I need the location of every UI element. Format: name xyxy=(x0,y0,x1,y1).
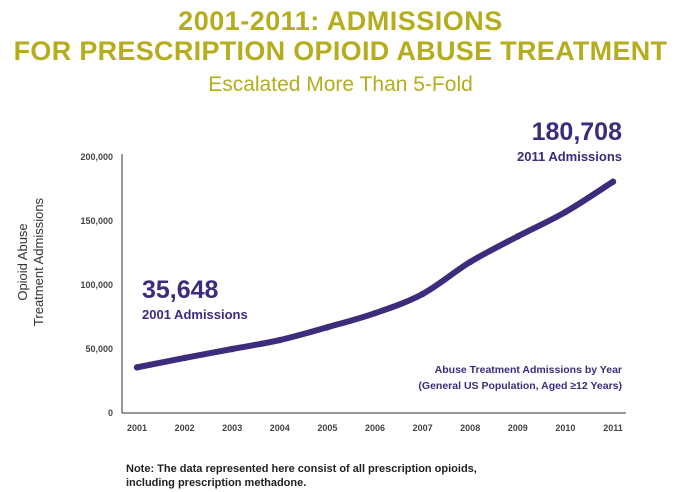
data-point-2011 xyxy=(609,178,617,185)
footnote-line-1: Note: The data represented here consist … xyxy=(126,463,477,475)
annotation-2001-label: 2001 Admissions xyxy=(142,307,248,322)
data-point-2003 xyxy=(229,345,236,353)
data-points xyxy=(133,178,617,371)
data-point-2006 xyxy=(371,309,379,317)
chart-title-line-1: 2001-2011: ADMISSIONS xyxy=(178,6,503,36)
y-axis-label-line-2: Treatment Admissions xyxy=(31,197,46,326)
data-point-2001 xyxy=(133,364,141,371)
x-tick-label: 2005 xyxy=(317,423,337,433)
annotation-2001-value: 35,648 xyxy=(142,276,219,304)
y-tick-label: 150,000 xyxy=(80,216,113,226)
legend-line-1: Abuse Treatment Admissions by Year xyxy=(435,364,622,376)
x-tick-label: 2011 xyxy=(603,423,623,433)
data-point-2009 xyxy=(514,233,521,240)
x-tick-label: 2007 xyxy=(413,423,433,433)
x-tick-label: 2002 xyxy=(175,423,195,433)
data-point-2002 xyxy=(181,354,188,362)
y-axis-label-line-1: Opioid Abuse xyxy=(15,223,30,300)
annotation-2011-label: 2011 Admissions xyxy=(517,149,622,164)
data-point-2007 xyxy=(419,290,426,298)
x-tick-label: 2006 xyxy=(365,423,385,433)
data-point-2010 xyxy=(562,208,569,216)
series-line-admissions xyxy=(134,178,616,371)
x-tick-label: 2009 xyxy=(508,423,528,433)
x-tick-label: 2010 xyxy=(555,423,575,433)
chart-title-line-2: FOR PRESCRIPTION OPIOID ABUSE TREATMENT xyxy=(13,36,668,66)
x-tick-label: 2008 xyxy=(460,423,480,433)
x-tick-label: 2003 xyxy=(222,423,242,433)
y-tick-label: 200,000 xyxy=(80,152,113,162)
data-point-2004 xyxy=(276,336,283,344)
chart-subtitle: Escalated More Than 5-Fold xyxy=(208,73,473,96)
annotation-2011-value: 180,708 xyxy=(532,118,622,146)
x-tick-label: 2004 xyxy=(270,423,290,433)
footnote: Note: The data represented here consist … xyxy=(126,462,477,490)
legend-line-2: (General US Population, Aged ≥12 Years) xyxy=(418,380,622,392)
x-tick-labels: 2001 2002 2003 2004 2005 2006 2007 2008 2009 2010… xyxy=(127,423,623,433)
y-tick-label: 0 xyxy=(108,408,113,418)
y-tick-label: 100,000 xyxy=(80,280,113,290)
data-point-2008 xyxy=(467,258,474,266)
y-tick-label: 50,000 xyxy=(85,344,113,354)
footnote-line-2: including prescription methadone. xyxy=(126,477,307,489)
y-tick-labels: 0 50,000 100,000 150,000 200,000 xyxy=(80,152,113,418)
x-tick-label: 2001 xyxy=(127,423,147,433)
data-point-2005 xyxy=(324,324,331,331)
